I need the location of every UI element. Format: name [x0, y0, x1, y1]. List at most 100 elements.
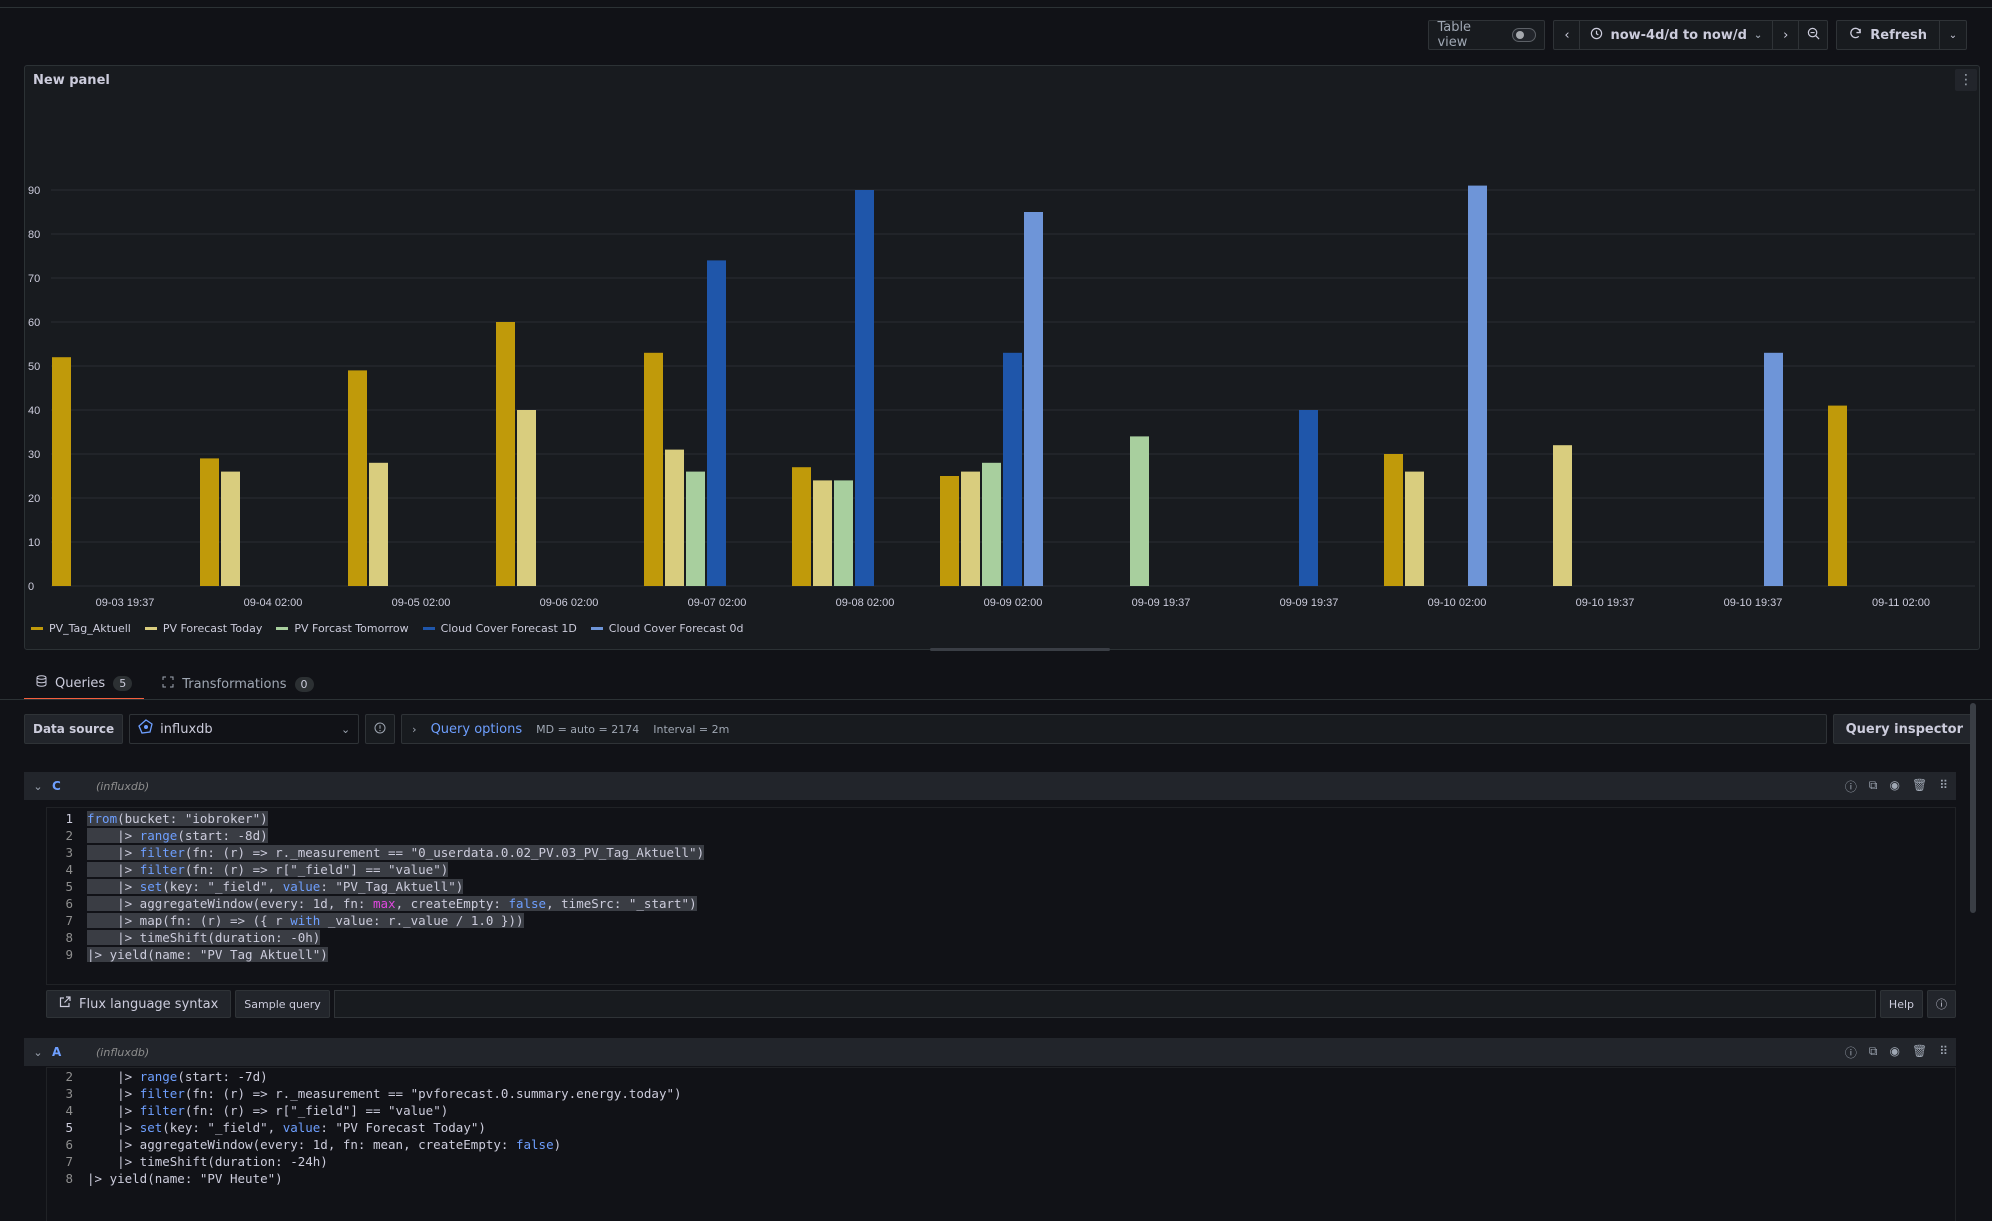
collapse-chevron-icon[interactable]: ⌄ — [33, 1045, 43, 1059]
bar[interactable] — [707, 260, 726, 586]
bar[interactable] — [813, 480, 832, 586]
duplicate-icon[interactable]: ⧉ — [1868, 1043, 1878, 1058]
bar[interactable] — [982, 462, 1001, 586]
code-line[interactable]: 6 |> aggregateWindow(every: 1d, fn: max,… — [47, 895, 1955, 912]
code-line[interactable]: 1 from(bucket: "iobroker") — [47, 810, 1955, 827]
eye-icon[interactable]: ◉ — [1889, 1043, 1900, 1058]
code-editor-a[interactable]: 2 |> range(start: -7d) 3 |> filter(fn: (r… — [46, 1067, 1956, 1221]
bar[interactable] — [496, 322, 515, 586]
bar[interactable] — [834, 480, 853, 586]
info-button[interactable]: ⓘ — [1927, 990, 1956, 1018]
code-line[interactable]: 7 |> map(fn: (r) => ({ r with _value: r.… — [47, 912, 1955, 929]
time-range-picker[interactable]: now-4d/d to now/d ⌄ — [1580, 21, 1774, 49]
bar[interactable] — [1553, 445, 1572, 586]
x-tick-label: 09-10 19:37 — [1576, 597, 1635, 609]
line-number: 8 — [65, 1171, 73, 1186]
datasource-picker[interactable]: influxdb ⌄ — [129, 714, 360, 744]
query-options-label[interactable]: Query options — [430, 721, 523, 737]
code-line[interactable]: 8 |> yield(name: "PV Heute") — [47, 1170, 1955, 1187]
bar[interactable] — [1764, 352, 1783, 586]
drag-handle-icon[interactable]: ⠿ — [1939, 777, 1948, 792]
trash-icon[interactable]: 🗑 — [1911, 777, 1928, 792]
code-line[interactable]: 2 |> range(start: -8d) — [47, 827, 1955, 844]
bar[interactable] — [1384, 454, 1403, 586]
bar[interactable] — [200, 458, 219, 586]
code-line[interactable]: 3 |> filter(fn: (r) => r._measurement ==… — [47, 844, 1955, 861]
query-name[interactable]: A — [52, 1045, 62, 1059]
duplicate-icon[interactable]: ⧉ — [1868, 777, 1878, 792]
code-line[interactable]: 3 |> filter(fn: (r) => r._measurement ==… — [47, 1085, 1955, 1102]
line-number: 4 — [65, 862, 73, 877]
code-line[interactable]: 4 |> filter(fn: (r) => r["_field"] == "v… — [47, 861, 1955, 878]
time-back-button[interactable]: ‹ — [1554, 21, 1581, 49]
bar[interactable] — [1024, 212, 1043, 586]
tab-transformations[interactable]: Transformations 0 — [150, 668, 325, 700]
bar[interactable] — [961, 471, 980, 586]
bar[interactable] — [644, 352, 663, 586]
bar[interactable] — [1468, 185, 1487, 586]
x-tick-label: 09-11 02:00 — [1872, 597, 1930, 609]
legend-item[interactable]: Cloud Cover Forecast 0d — [590, 622, 743, 635]
help-icon[interactable]: ⓘ — [1844, 1045, 1857, 1060]
code-line[interactable]: 7 |> timeShift(duration: -24h) — [47, 1153, 1955, 1170]
query-inspector-button[interactable]: Query inspector — [1832, 714, 1976, 744]
datasource-label: Data source — [24, 714, 124, 744]
code-line[interactable]: 4 |> filter(fn: (r) => r["_field"] == "v… — [47, 1102, 1955, 1119]
code-editor-c[interactable]: 1 from(bucket: "iobroker") 2 |> range(star… — [46, 807, 1956, 985]
tab-transformations-label: Transformations — [182, 676, 287, 692]
bar[interactable] — [517, 410, 536, 586]
bar[interactable] — [1828, 405, 1847, 586]
code-line[interactable]: 5 |> set(key: "_field", value: "PV_Tag_A… — [47, 878, 1955, 895]
query-header-c[interactable]: ⌄ C (influxdb) ⓘ ⧉ ◉ 🗑 ⠿ — [24, 772, 1956, 800]
page-scrollbar[interactable] — [1970, 703, 1976, 913]
bar[interactable] — [792, 467, 811, 586]
time-forward-button[interactable]: › — [1773, 21, 1800, 49]
bar[interactable] — [1299, 410, 1318, 586]
sample-query-button[interactable]: Sample query — [235, 990, 330, 1018]
eye-icon[interactable]: ◉ — [1889, 777, 1900, 792]
code-line[interactable]: 5 |> set(key: "_field", value: "PV Forec… — [47, 1119, 1955, 1136]
bar[interactable] — [665, 449, 684, 586]
query-options-bar[interactable]: › Query options MD = auto = 2174 Interva… — [401, 714, 1827, 744]
tab-queries[interactable]: Queries 5 — [24, 668, 145, 700]
bar[interactable] — [221, 471, 240, 586]
legend-item[interactable]: PV Forecast Today — [144, 622, 263, 635]
legend-item[interactable]: PV Forcast Tomorrow — [276, 622, 409, 635]
panel-resize-handle[interactable] — [930, 648, 1110, 651]
code-text: |> filter(fn: (r) => r._measurement == "… — [87, 845, 705, 860]
x-tick-label: 09-08 02:00 — [836, 597, 895, 609]
help-icon[interactable]: ⓘ — [1844, 779, 1857, 794]
bar[interactable] — [1003, 352, 1022, 586]
query-name[interactable]: C — [52, 779, 61, 793]
help-button[interactable]: Help — [1879, 990, 1923, 1018]
flux-syntax-button[interactable]: Flux language syntax — [46, 990, 232, 1018]
code-line[interactable]: 6 |> aggregateWindow(every: 1d, fn: mean… — [47, 1136, 1955, 1153]
drag-handle-icon[interactable]: ⠿ — [1939, 1043, 1948, 1058]
zoom-out-button[interactable] — [1799, 21, 1827, 49]
code-text: |> aggregateWindow(every: 1d, fn: max, c… — [87, 896, 697, 911]
bar[interactable] — [1130, 436, 1149, 586]
legend-label: PV Forecast Today — [162, 622, 263, 635]
datasource-help-button[interactable] — [365, 714, 396, 744]
trash-icon[interactable]: 🗑 — [1911, 1043, 1928, 1058]
legend-item[interactable]: PV_Tag_Aktuell — [31, 622, 131, 635]
bar[interactable] — [52, 357, 71, 586]
collapse-chevron-icon[interactable]: ⌄ — [33, 779, 43, 793]
refresh-interval-dropdown[interactable]: ⌄ — [1940, 21, 1966, 49]
bar[interactable] — [348, 370, 367, 586]
query-header-a[interactable]: ⌄ A (influxdb) ⓘ ⧉ ◉ 🗑 ⠿ — [24, 1038, 1956, 1066]
table-view-toggle[interactable]: Table view — [1428, 20, 1546, 50]
toggle-switch[interactable] — [1511, 28, 1537, 42]
clock-icon — [1590, 27, 1603, 44]
bar[interactable] — [369, 462, 388, 586]
legend-item[interactable]: Cloud Cover Forecast 1D — [422, 622, 577, 635]
bar[interactable] — [686, 471, 705, 586]
bar[interactable] — [940, 476, 959, 586]
panel-menu-button[interactable]: ⋮ — [1955, 69, 1977, 91]
bar[interactable] — [855, 190, 874, 586]
code-line[interactable]: 9 |> yield(name: "PV Tag Aktuell") — [47, 946, 1955, 963]
code-line[interactable]: 2 |> range(start: -7d) — [47, 1068, 1955, 1085]
bar[interactable] — [1405, 471, 1424, 586]
refresh-button[interactable]: Refresh — [1837, 21, 1940, 49]
code-line[interactable]: 8 |> timeShift(duration: -0h) — [47, 929, 1955, 946]
